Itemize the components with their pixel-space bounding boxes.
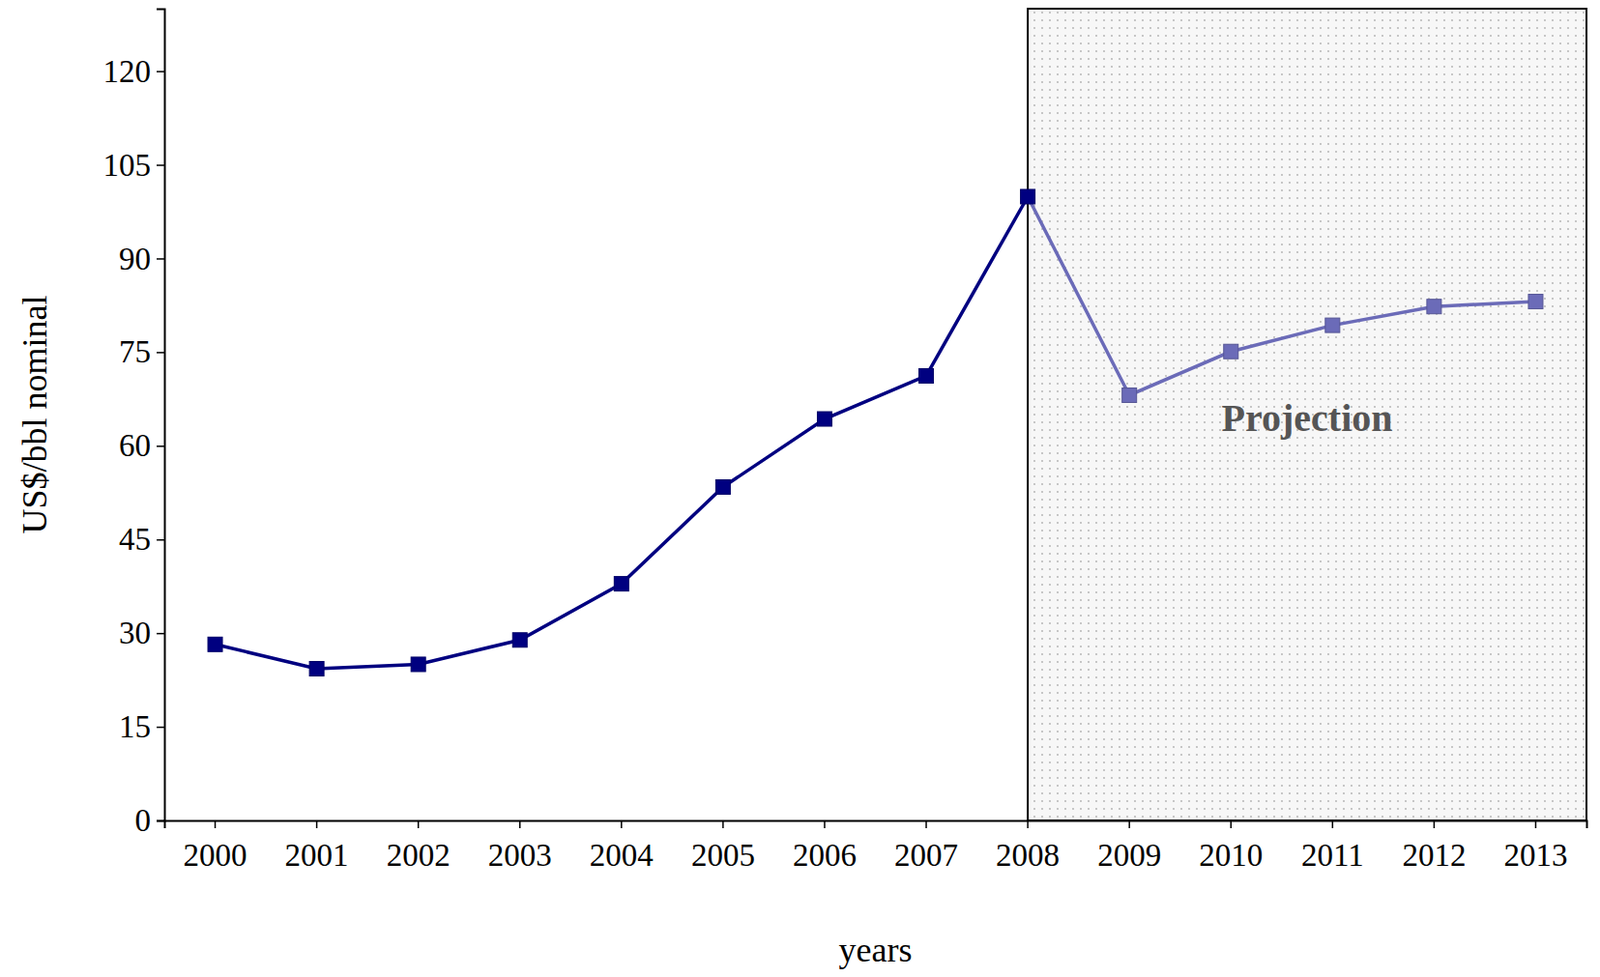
x-tick-label: 2005 <box>691 838 756 873</box>
y-tick-mark <box>156 539 165 542</box>
plot: 2000 2001 2002 2003 2004 2005 2006 2007 2008 2009… <box>103 8 1588 873</box>
y-tick-label: 105 <box>103 147 152 183</box>
x-axis-title: years <box>839 930 913 970</box>
x-tick-mark <box>214 820 217 829</box>
marker <box>1122 387 1137 403</box>
marker <box>207 637 223 652</box>
marker <box>410 657 426 672</box>
marker <box>1426 299 1442 315</box>
y-tick: 30 <box>118 615 165 651</box>
y-tick-label: 90 <box>118 241 151 277</box>
y-tick: 15 <box>118 709 165 745</box>
annotation: Projection <box>1221 396 1394 440</box>
x-tick-mark <box>925 820 928 829</box>
x-tick-label: 2006 <box>792 838 857 873</box>
y-tick-mark <box>156 633 165 636</box>
x-tick: 2008 <box>995 820 1060 873</box>
x-tick-label: 2001 <box>285 838 350 873</box>
x-tick: 2010 <box>1198 820 1263 873</box>
y-tick-mark <box>156 164 165 167</box>
y-axis-title: US$/bbl nominal <box>15 294 55 534</box>
marker <box>816 411 832 427</box>
y-tick-mark <box>156 445 165 448</box>
chart: 2000 2001 2002 2003 2004 2005 2006 2007 2008 2009… <box>0 0 1600 977</box>
x-tick-label: 2004 <box>589 838 654 873</box>
marker <box>613 577 629 592</box>
x-tick-label: 2007 <box>894 838 959 873</box>
x-tick-label: 2013 <box>1503 838 1568 873</box>
x-tick-label: 2008 <box>995 838 1060 873</box>
x-tick-label: 2003 <box>488 838 553 873</box>
x-tick-label: 2002 <box>386 838 451 873</box>
x-tick: 2002 <box>386 820 451 873</box>
x-tick-mark <box>620 820 623 829</box>
x-tick-mark <box>316 820 319 829</box>
y-tick: 90 <box>118 241 165 277</box>
y-axis: 0 15 30 45 60 75 90 105 120 <box>103 9 166 840</box>
x-tick-mark <box>519 820 522 829</box>
y-tick: 45 <box>118 522 165 557</box>
y-tick: 60 <box>118 428 165 464</box>
x-tick-mark <box>722 820 725 829</box>
y-tick: 75 <box>118 334 165 370</box>
y-tick: 120 <box>103 54 166 89</box>
marker <box>512 633 527 648</box>
marker <box>715 479 730 495</box>
y-tick-label: 0 <box>135 803 152 839</box>
x-tick-mark <box>823 820 826 829</box>
x-tick-label: 2012 <box>1401 838 1466 873</box>
marker <box>1223 344 1239 359</box>
x-tick-label: 2000 <box>183 838 248 873</box>
marks <box>207 189 1543 676</box>
y-tick-mark <box>156 727 165 729</box>
projection-box <box>1027 8 1587 821</box>
x-tick: 2013 <box>1503 820 1568 873</box>
x-tick-label: 2009 <box>1097 838 1162 873</box>
x-tick-mark <box>1230 820 1233 829</box>
x-tick-label: 2011 <box>1301 838 1365 873</box>
x-tick: 2007 <box>894 820 959 873</box>
x-tick: 2009 <box>1097 820 1162 873</box>
x-axis: 2000 2001 2002 2003 2004 2005 2006 2007 2008 2009… <box>165 820 1588 873</box>
x-tick: 2004 <box>589 820 654 873</box>
y-tick-label: 75 <box>118 334 151 370</box>
x-tick-mark <box>1026 820 1029 829</box>
x-tick: 2012 <box>1401 820 1466 873</box>
x-tick: 2001 <box>285 820 350 873</box>
y-tick-label: 15 <box>118 709 151 745</box>
y-tick-label: 30 <box>118 615 151 651</box>
x-tick: 2011 <box>1301 820 1365 873</box>
y-tick-mark <box>156 351 165 354</box>
marker <box>1528 294 1543 310</box>
marker <box>1325 318 1340 333</box>
x-tick-mark <box>1535 820 1538 829</box>
x-tick-mark <box>1332 820 1335 829</box>
marker <box>919 368 934 383</box>
x-tick: 2000 <box>183 820 248 873</box>
y-tick: 0 <box>135 803 166 839</box>
y-tick-label: 60 <box>118 428 151 464</box>
marker <box>1020 189 1036 204</box>
y-tick-mark <box>156 258 165 261</box>
price-line <box>1027 196 1536 395</box>
y-tick: 105 <box>103 147 166 183</box>
y-tick-mark <box>156 820 165 823</box>
y-axis-line <box>156 9 166 822</box>
price-line <box>215 196 1029 669</box>
x-tick-mark <box>1128 820 1131 829</box>
y-tick-mark <box>156 70 165 73</box>
y-tick-label: 120 <box>103 54 152 89</box>
x-tick-mark <box>417 820 420 829</box>
x-tick-label: 2010 <box>1198 838 1263 873</box>
x-tick: 2006 <box>792 820 857 873</box>
y-tick-label: 45 <box>118 522 151 557</box>
x-tick: 2005 <box>691 820 756 873</box>
x-axis-line <box>165 821 1588 830</box>
x-tick: 2003 <box>488 820 553 873</box>
marker <box>309 661 324 676</box>
x-tick-mark <box>1433 820 1436 829</box>
